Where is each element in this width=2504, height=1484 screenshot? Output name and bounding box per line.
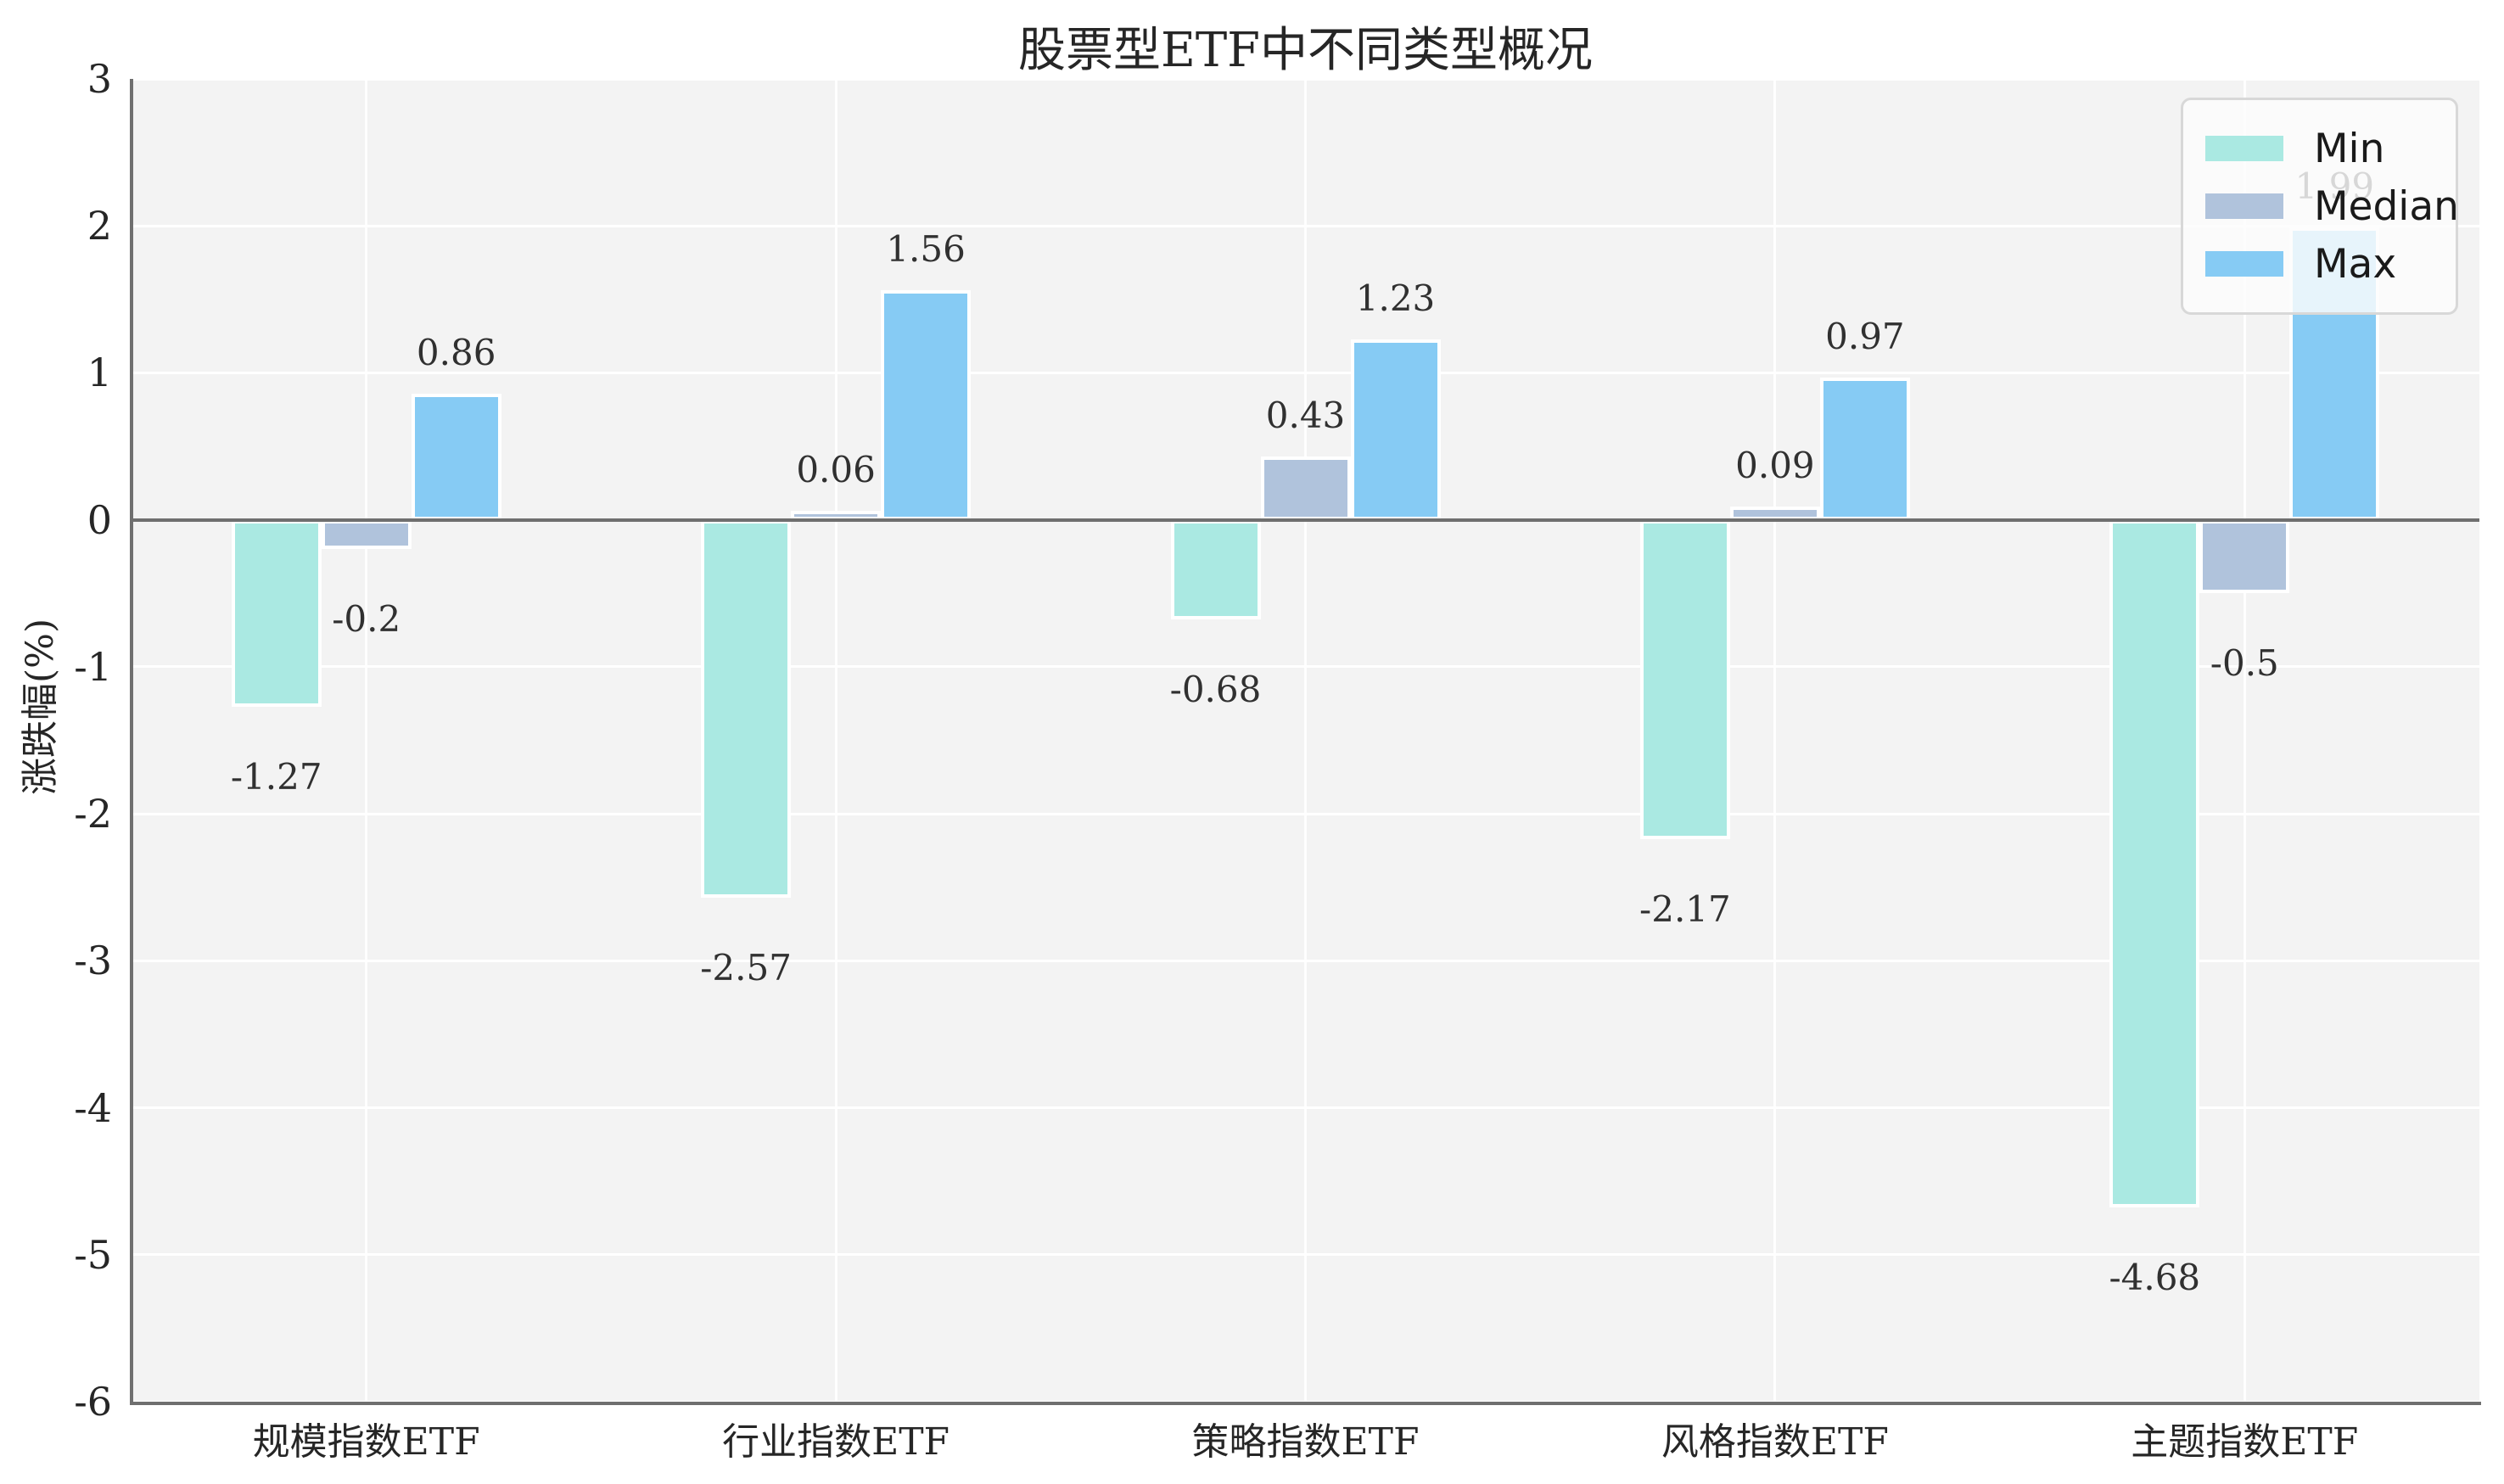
value-label-min-2: -0.68	[1169, 669, 1262, 711]
legend-item-min: Min	[2205, 122, 2434, 175]
value-label-max-2: 1.23	[1355, 277, 1436, 319]
value-label-min-4: -4.68	[2109, 1257, 2201, 1299]
x-tick-label-2: 策略指数ETF	[1191, 1420, 1420, 1464]
gridline-vertical	[834, 79, 837, 1402]
legend: Min Median Max	[2181, 98, 2459, 315]
y-axis-spine	[130, 79, 133, 1405]
value-label-min-0: -1.27	[230, 755, 322, 798]
value-label-max-0: 0.86	[416, 331, 496, 373]
legend-label-max: Max	[2314, 240, 2397, 288]
gridline-vertical	[1773, 79, 1777, 1402]
value-label-max-1: 1.56	[886, 228, 966, 271]
gridline-vertical	[1304, 79, 1307, 1402]
y-tick-label: -4	[74, 1084, 112, 1131]
x-tick-label-3: 风格指数ETF	[1661, 1420, 1889, 1464]
legend-swatch-max	[2205, 251, 2283, 277]
y-tick-label: -2	[74, 791, 112, 837]
value-label-min-1: -2.57	[700, 946, 792, 988]
bar-max-3	[1819, 377, 1910, 520]
x-axis-spine	[130, 1402, 2481, 1405]
y-tick-label: 2	[87, 203, 112, 249]
legend-swatch-min	[2205, 136, 2283, 161]
value-label-median-4: -0.5	[2210, 642, 2279, 685]
value-label-min-3: -2.17	[1639, 888, 1731, 930]
x-tick-label-0: 规模指数ETF	[252, 1420, 480, 1464]
bar-min-0	[231, 519, 322, 707]
bar-min-1	[701, 519, 792, 898]
y-tick-label: -1	[74, 643, 112, 690]
y-tick-label: 0	[87, 496, 112, 543]
value-label-median-1: 0.06	[796, 449, 876, 491]
bar-max-0	[411, 393, 501, 520]
legend-label-min: Min	[2314, 125, 2385, 172]
y-tick-label: -3	[74, 938, 112, 984]
bar-min-2	[1170, 519, 1261, 620]
zero-line	[132, 518, 2479, 522]
legend-swatch-median	[2205, 193, 2283, 219]
bar-median-1	[791, 511, 882, 520]
gridline-vertical	[365, 79, 368, 1402]
value-label-max-3: 0.97	[1825, 315, 1905, 357]
bar-median-2	[1260, 456, 1351, 520]
y-tick-label: -5	[74, 1231, 112, 1278]
bar-median-4	[2199, 519, 2290, 594]
chart-title: 股票型ETF中不同类型概况	[1017, 23, 1594, 78]
y-tick-label: -6	[74, 1379, 112, 1425]
legend-label-median: Median	[2314, 182, 2459, 230]
y-tick-label: 3	[87, 56, 112, 102]
y-axis-label: 涨跌幅(%)	[19, 618, 62, 795]
bar-max-1	[881, 290, 972, 520]
bar-median-0	[321, 519, 412, 550]
y-tick-label: 1	[87, 350, 112, 396]
x-tick-label-1: 行业指数ETF	[722, 1420, 950, 1464]
value-label-median-0: -0.2	[332, 598, 401, 641]
bar-min-4	[2109, 519, 2200, 1208]
gridline-vertical	[2243, 79, 2246, 1402]
x-tick-label-4: 主题指数ETF	[2131, 1420, 2359, 1464]
legend-item-median: Median	[2205, 180, 2459, 232]
value-label-median-3: 0.09	[1735, 445, 1815, 487]
value-label-median-2: 0.43	[1265, 395, 1346, 437]
legend-item-max: Max	[2205, 238, 2434, 290]
plot-area	[132, 77, 2479, 1403]
bar-min-3	[1639, 519, 1730, 839]
bar-max-2	[1350, 339, 1441, 520]
